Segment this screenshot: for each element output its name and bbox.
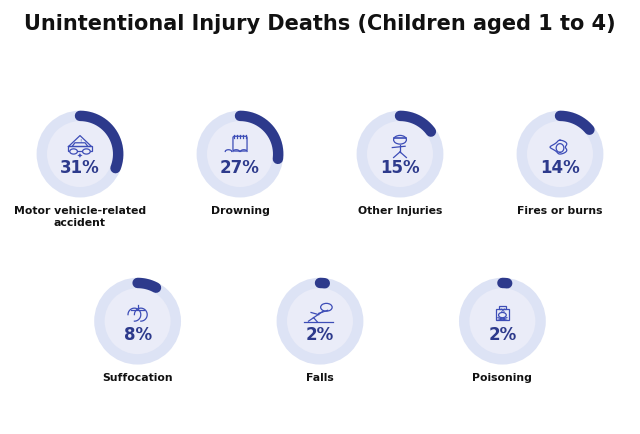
Circle shape <box>70 149 77 154</box>
Ellipse shape <box>524 118 596 190</box>
Text: ✦: ✦ <box>77 152 83 158</box>
Ellipse shape <box>204 118 276 190</box>
Text: 2%: 2% <box>488 326 516 345</box>
Text: 14%: 14% <box>540 159 580 178</box>
Text: ✕: ✕ <box>499 309 506 315</box>
Text: 15%: 15% <box>380 159 420 178</box>
Text: 31%: 31% <box>60 159 100 178</box>
Text: Drowning: Drowning <box>211 206 269 216</box>
Text: Falls: Falls <box>306 373 334 383</box>
Ellipse shape <box>44 118 116 190</box>
Ellipse shape <box>102 286 173 357</box>
Text: !: ! <box>79 139 81 145</box>
Text: Motor vehicle-related
accident: Motor vehicle-related accident <box>14 206 146 228</box>
Text: Poisoning: Poisoning <box>472 373 532 383</box>
Ellipse shape <box>284 286 356 357</box>
Text: Suffocation: Suffocation <box>102 373 173 383</box>
Text: 2%: 2% <box>306 326 334 345</box>
Circle shape <box>83 149 90 154</box>
Text: Fires or burns: Fires or burns <box>517 206 603 216</box>
Text: Other Injuries: Other Injuries <box>358 206 442 216</box>
Text: 8%: 8% <box>124 326 152 345</box>
Text: Unintentional Injury Deaths (Children aged 1 to 4): Unintentional Injury Deaths (Children ag… <box>24 14 616 34</box>
Bar <box>496 309 509 320</box>
Bar <box>499 306 506 309</box>
Ellipse shape <box>467 286 538 357</box>
Ellipse shape <box>364 118 436 190</box>
Bar <box>68 146 92 151</box>
Text: 27%: 27% <box>220 159 260 178</box>
